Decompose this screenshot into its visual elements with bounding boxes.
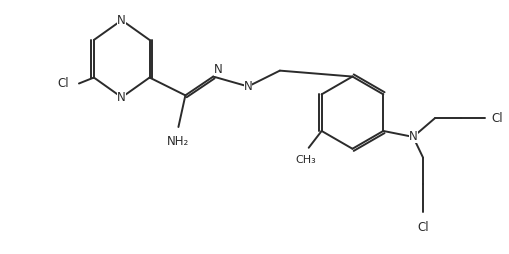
Text: N: N — [244, 80, 252, 93]
Text: Cl: Cl — [417, 221, 429, 234]
Text: N: N — [409, 130, 417, 144]
Text: CH₃: CH₃ — [295, 155, 316, 165]
Text: N: N — [118, 14, 126, 27]
Text: NH₂: NH₂ — [167, 135, 189, 148]
Text: N: N — [214, 62, 223, 76]
Text: Cl: Cl — [492, 112, 503, 125]
Text: N: N — [118, 91, 126, 104]
Text: Cl: Cl — [58, 77, 69, 90]
